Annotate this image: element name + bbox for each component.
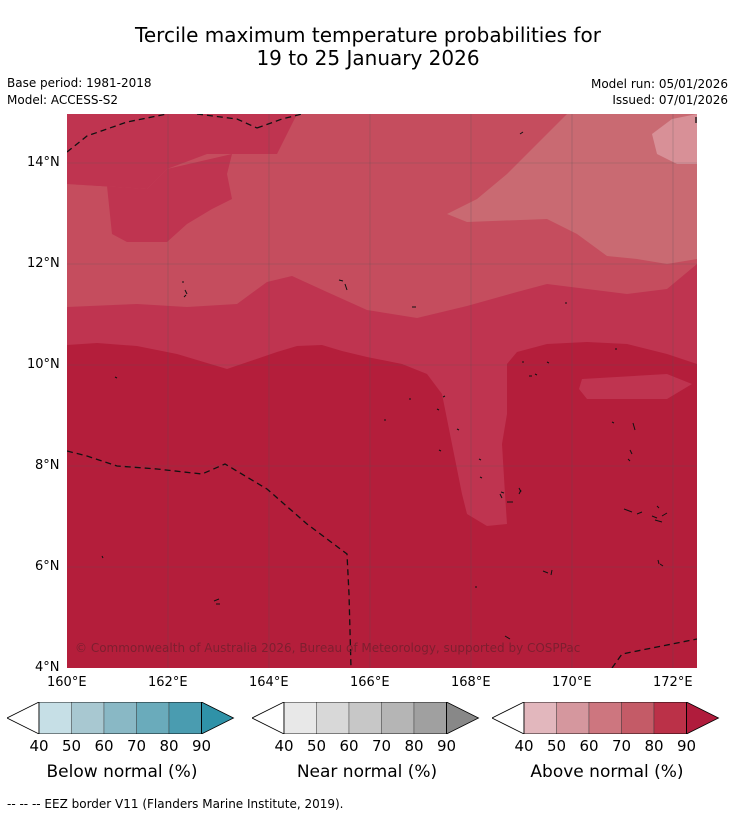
colorbar-segment [103, 702, 137, 734]
probability-map [67, 114, 697, 668]
graticule [67, 114, 697, 668]
colorbar-tick-label: 60 [94, 737, 114, 755]
colorbar-arrow-low [252, 702, 285, 734]
map-title-line-2: 19 to 25 January 2026 [256, 46, 480, 70]
colorbar-segment [283, 702, 317, 734]
colorbar-arrow-high [446, 702, 480, 734]
region-70-80-left-lobe [67, 154, 232, 242]
colorbar-segment [38, 702, 72, 734]
colorbar-near-normal [252, 702, 480, 734]
base-period: Base period: 1981-2018 [7, 76, 152, 90]
colorbar-segment [556, 702, 590, 734]
lon-tick: 170°E [552, 675, 592, 690]
eez-border [67, 114, 697, 668]
region-40-50 [652, 114, 697, 164]
colorbar-tick-label: 40 [29, 737, 49, 755]
colorbar-arrow-high [686, 702, 720, 734]
lon-tick: 162°E [148, 675, 188, 690]
colorbar-tick-label: 70 [126, 737, 147, 755]
colorbar-arrow-low [492, 702, 525, 734]
colorbar-tick-label: 90 [676, 737, 697, 755]
colorbar-above-normal [492, 702, 720, 734]
region-70-80-east-patch [579, 374, 692, 399]
colorbar-segment [348, 702, 382, 734]
colorbar-tick-label: 80 [644, 737, 664, 755]
colorbar-segment [588, 702, 622, 734]
region-50-60 [447, 114, 697, 264]
colorbar-outline [38, 702, 202, 734]
colorbar-segment [316, 702, 350, 734]
colorbar-tick-label: 80 [159, 737, 179, 755]
colorbar-segment [381, 702, 415, 734]
lon-tick: 166°E [350, 675, 390, 690]
lon-tick: 160°E [47, 675, 87, 690]
colorbar-segment [168, 702, 202, 734]
lon-tick: 172°E [653, 675, 693, 690]
copyright-notice: © Commonwealth of Australia 2026, Bureau… [75, 641, 581, 655]
colorbar-near-title: Near normal (%) [296, 762, 438, 782]
colorbar-tick-label: 90 [191, 737, 212, 755]
colorbar-outline [283, 702, 447, 734]
colorbar-segment [413, 702, 447, 734]
colorbar-segment [621, 702, 655, 734]
colorbar-arrow-low [7, 702, 40, 734]
lon-tick: 168°E [451, 675, 491, 690]
colorbar-segment [71, 702, 105, 734]
colorbar-tick-label: 90 [436, 737, 457, 755]
colorbar-tick-label: 50 [61, 737, 82, 755]
colorbar-outline [523, 702, 687, 734]
issued-date: Issued: 07/01/2026 [612, 93, 728, 107]
model-run: Model run: 05/01/2026 [590, 77, 728, 91]
colorbar-tick-label: 50 [546, 737, 567, 755]
colorbar-arrow-high [201, 702, 235, 734]
colorbar-tick-label: 70 [371, 737, 392, 755]
lon-tick: 164°E [249, 675, 289, 690]
colorbar-below-normal [7, 702, 235, 734]
lat-tick: 12°N [27, 256, 60, 271]
colorbar-tick-label: 60 [339, 737, 359, 755]
colorbar-tick-label: 40 [514, 737, 534, 755]
region-70-80-topleft [67, 114, 297, 189]
colorbar-tick-label: 80 [404, 737, 424, 755]
lat-tick: 4°N [35, 660, 60, 675]
lat-tick: 6°N [35, 559, 60, 574]
colorbar-above-title: Above normal (%) [530, 762, 684, 782]
lat-tick: 8°N [35, 458, 60, 473]
colorbar-tick-label: 50 [306, 737, 327, 755]
colorbar-segment [136, 702, 170, 734]
colorbar-segment [653, 702, 687, 734]
colorbar-tick-label: 40 [274, 737, 294, 755]
lat-tick: 10°N [27, 357, 60, 372]
lat-tick: 14°N [27, 155, 60, 170]
colorbar-segment [523, 702, 557, 734]
model-name: Model: ACCESS-S2 [7, 93, 119, 107]
colorbar-below-title: Below normal (%) [46, 762, 198, 782]
colorbar-tick-label: 60 [579, 737, 599, 755]
map-title-line-1: Tercile maximum temperature probabilitie… [135, 23, 601, 47]
eez-legend-note: -- -- -- EEZ border V11 (Flanders Marine… [7, 797, 344, 811]
colorbar-tick-label: 70 [611, 737, 632, 755]
islands [101, 131, 668, 640]
